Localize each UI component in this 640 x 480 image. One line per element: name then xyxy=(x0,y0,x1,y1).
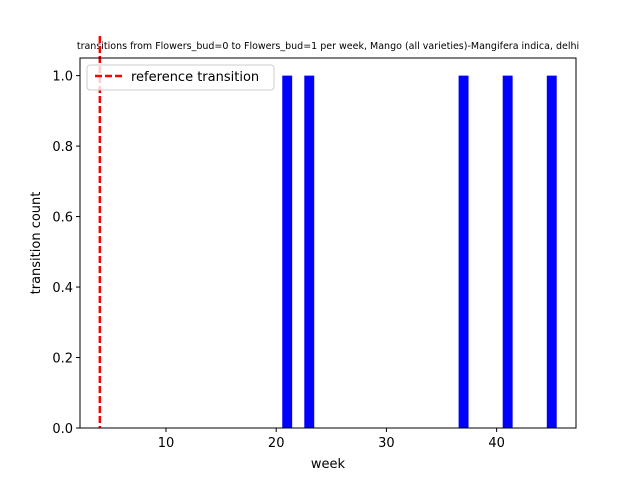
y-axis-label: transition count xyxy=(29,192,44,295)
legend: reference transition xyxy=(86,64,275,91)
bar-week-41 xyxy=(502,75,513,428)
bar-week-21 xyxy=(282,75,293,428)
x-tick-label-10: 10 xyxy=(158,436,175,451)
y-tick-label-2: 0.4 xyxy=(52,281,73,296)
y-tick-label-3: 0.6 xyxy=(52,211,73,226)
bar-week-23 xyxy=(304,75,315,428)
y-tick-label-4: 0.8 xyxy=(52,140,73,155)
plot-area-frame xyxy=(79,57,577,429)
bar-week-45 xyxy=(546,75,557,428)
x-tick-label-40: 40 xyxy=(488,436,505,451)
x-tick-label-20: 20 xyxy=(268,436,285,451)
chart-title: transitions from Flowers_bud=0 to Flower… xyxy=(77,41,579,52)
legend-box xyxy=(86,64,275,91)
y-tick-label-5: 1.0 xyxy=(52,70,73,85)
x-axis-ticks: 10 20 30 40 xyxy=(158,428,505,451)
legend-label-reference-transition: reference transition xyxy=(131,70,259,85)
bars-layer xyxy=(282,75,557,428)
x-tick-label-30: 30 xyxy=(378,436,395,451)
y-tick-label-1: 0.2 xyxy=(52,352,73,367)
bar-week-37 xyxy=(458,75,469,428)
x-axis-label: week xyxy=(311,457,346,472)
y-axis-ticks: 0.0 0.2 0.4 0.6 0.8 1.0 xyxy=(52,70,80,437)
y-tick-label-0: 0.0 xyxy=(52,422,73,437)
